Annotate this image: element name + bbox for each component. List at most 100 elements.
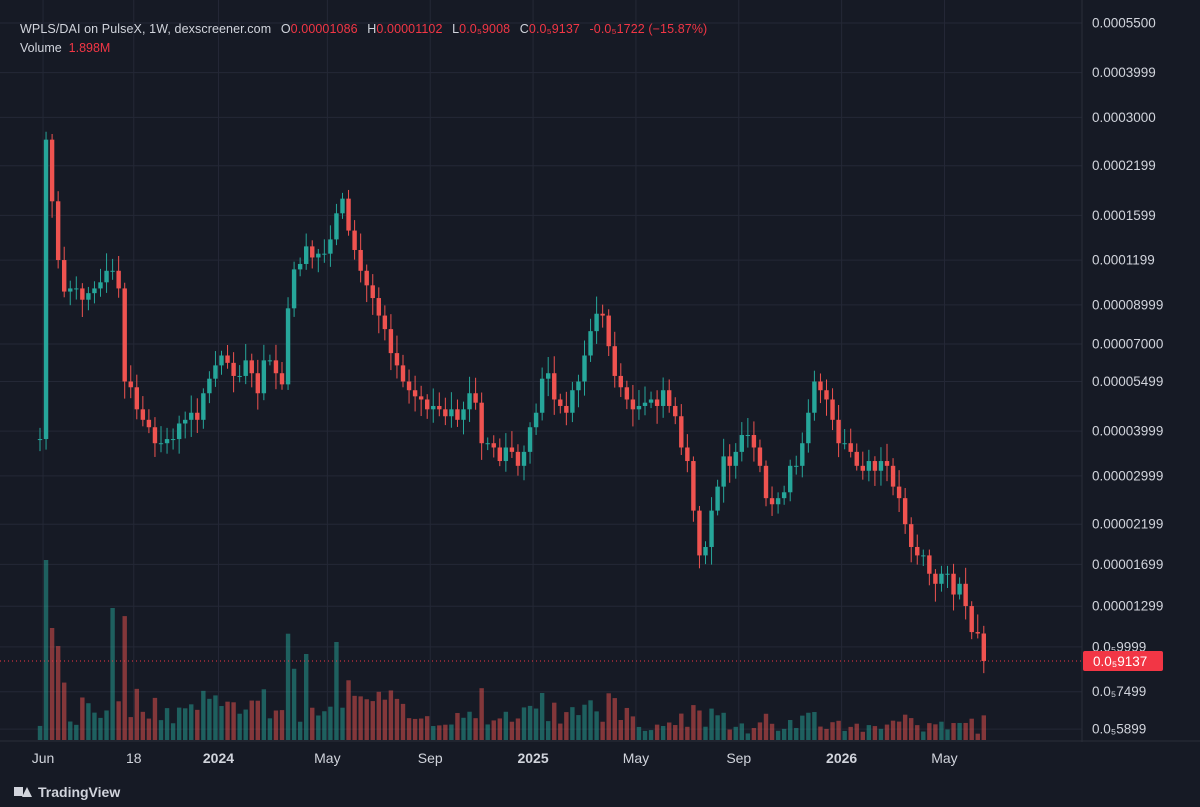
volume-bar <box>642 730 648 740</box>
volume-bar <box>703 726 708 740</box>
volume-bar <box>164 708 170 740</box>
candle-body <box>588 331 593 356</box>
volume-bar <box>860 731 865 740</box>
candle-body <box>261 360 267 394</box>
candle-body <box>479 402 484 444</box>
volume-bar <box>582 704 587 740</box>
candle-body <box>418 396 424 400</box>
volume-bar <box>818 726 823 740</box>
volume-bar <box>848 726 853 740</box>
volume-bar <box>709 708 714 740</box>
volume-bar <box>122 616 127 740</box>
candle-body <box>606 315 611 347</box>
volume-bar <box>884 724 890 740</box>
volume-bar <box>213 695 218 740</box>
candle-body <box>49 139 55 202</box>
candle-body <box>564 405 569 413</box>
candle-body <box>80 288 85 300</box>
candle-body <box>461 409 466 420</box>
candle-body <box>485 443 490 445</box>
volume-bar <box>382 699 388 740</box>
candle-body <box>594 313 599 332</box>
volume-bar <box>909 718 914 740</box>
candle-body <box>691 461 696 511</box>
candle-body <box>570 390 575 413</box>
candle-body <box>437 405 442 410</box>
candle-body <box>358 249 363 271</box>
candle-body <box>685 447 690 462</box>
symbol-title[interactable]: WPLS/DAI on PulseX, 1W, dexscreener.com <box>20 22 272 36</box>
volume-bar <box>134 688 139 740</box>
candle-body <box>757 447 763 466</box>
candle-body <box>848 443 853 452</box>
candle-body <box>612 346 617 376</box>
time-tick-label: 2025 <box>517 750 548 766</box>
price-tick-label: 0.00002199 <box>1092 517 1163 532</box>
candle-body <box>473 393 478 403</box>
candle-body <box>503 447 509 462</box>
candle-body <box>872 461 878 471</box>
candle-body <box>431 405 436 410</box>
candle-body <box>346 198 351 231</box>
candle-body <box>328 239 333 254</box>
candle-body <box>140 409 146 420</box>
candle-body <box>673 405 678 417</box>
volume-bar <box>352 695 357 740</box>
tradingview-brand[interactable]: TradingView <box>14 784 120 800</box>
candle-body <box>521 451 527 466</box>
candle-body <box>207 378 212 394</box>
price-axis[interactable]: 0.0005500 0.0003999 0.0003000 0.0002199 0.00… <box>1081 0 1163 742</box>
candle-body <box>43 139 49 440</box>
volume-bar <box>55 646 61 740</box>
volume-bar <box>80 697 85 740</box>
time-tick-label: May <box>623 750 649 766</box>
volume-bar <box>219 706 224 740</box>
candle-body <box>582 355 587 382</box>
candle-body <box>279 373 285 385</box>
last-price-line: 0.0₅9137 <box>0 650 1163 671</box>
volume-bar <box>521 707 527 740</box>
candle-body <box>467 393 472 410</box>
volume-bar <box>364 699 369 740</box>
volume-bar <box>316 715 321 740</box>
volume-bar <box>763 713 769 740</box>
volume-bar <box>104 710 109 740</box>
volume-bar <box>733 726 738 740</box>
candle-body <box>231 362 236 376</box>
candle-body <box>152 427 158 444</box>
volume-bar <box>110 608 115 740</box>
volume-bar <box>806 712 811 740</box>
candle-body <box>576 381 581 391</box>
candle-body <box>721 456 726 487</box>
volume-bar <box>128 717 133 740</box>
candle-body <box>860 465 865 471</box>
change-value: -0.0₅1722 (−15.87%) <box>589 22 708 36</box>
candle-body <box>116 270 121 289</box>
time-tick-label: 2026 <box>826 750 857 766</box>
volume-bar <box>455 713 460 740</box>
volume-bar <box>86 703 91 740</box>
candle-body <box>176 423 182 440</box>
last-price-tag[interactable] <box>1083 650 1163 671</box>
candle-body <box>830 399 835 420</box>
volume-bar <box>606 693 611 740</box>
candle-body <box>213 365 218 379</box>
volume-label: Volume <box>20 41 62 55</box>
candle-body <box>388 329 394 354</box>
candle-body <box>890 465 896 487</box>
volume-bar <box>618 720 623 740</box>
volume-bar <box>449 724 454 740</box>
volume-bar <box>515 718 521 740</box>
candle-body <box>667 390 672 406</box>
volume-bar <box>654 724 660 740</box>
candle-body <box>703 546 708 556</box>
time-tick-label: May <box>314 750 340 766</box>
price-tick-label: 0.0001199 <box>1092 253 1155 268</box>
volume-bar <box>902 714 908 740</box>
volume-bar <box>769 723 775 740</box>
time-axis[interactable]: Jun 18 2024 May Sep 2025 May Sep 2026 May <box>0 740 1200 766</box>
candle-body <box>394 353 400 366</box>
volume-bar <box>334 642 339 740</box>
volume-bar <box>624 707 630 740</box>
